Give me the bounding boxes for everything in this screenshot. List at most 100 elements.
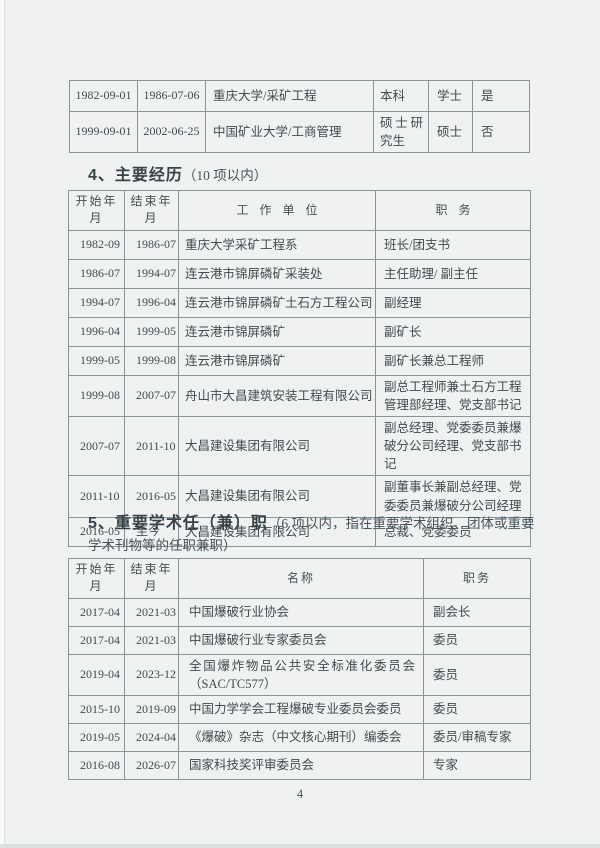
academic-organization-name: 全国爆炸物品公共安全标准化委员会（SAC/TC577） <box>178 653 424 697</box>
work-position: 主任助理/ 副主任 <box>375 258 531 289</box>
work-end-date: 1999-05 <box>124 316 179 347</box>
work-experience-table: 开始年月 结束年月 工作单位 职务 1982-09 1986-07 重庆大学采矿… <box>68 190 531 547</box>
work-end-date: 至今 <box>124 516 179 547</box>
scan-bottom-edge <box>0 844 600 848</box>
academic-position-row: 2019-04 2023-12 全国爆炸物品公共安全标准化委员会（SAC/TC5… <box>68 653 531 697</box>
academic-start-date: 2017-04 <box>68 597 125 627</box>
work-experience-row: 1999-05 1999-08 连云港市锦屏磷矿 副矿长兼总工程师 <box>68 345 531 376</box>
work-start-date: 1999-05 <box>68 345 125 376</box>
work-end-date: 1999-08 <box>124 345 179 376</box>
academic-position-row: 2015-10 2019-09 中国力学学会工程爆破专业委员会委员 委员 <box>68 695 531 725</box>
work-organization: 连云港市锦屏磷矿 <box>178 345 376 376</box>
academic-organization-name: 《爆破》杂志（中文核心期刊）编委会 <box>178 723 424 753</box>
academic-position: 委员/审稿专家 <box>423 723 531 753</box>
header-organization: 工作单位 <box>178 190 376 231</box>
academic-position: 专家 <box>423 751 531 781</box>
work-start-date: 2016-05 <box>68 516 125 547</box>
academic-end-date: 2021-03 <box>124 597 179 627</box>
education-end-date: 1986-07-06 <box>137 80 206 112</box>
work-start-date: 1986-07 <box>68 258 125 289</box>
academic-start-date: 2015-10 <box>68 695 125 725</box>
work-end-date: 1994-07 <box>124 258 179 289</box>
academic-end-date: 2023-12 <box>124 653 179 697</box>
academic-position-row: 2019-05 2024-04 《爆破》杂志（中文核心期刊）编委会 委员/审稿专… <box>68 723 531 753</box>
section5-heading: 5、重要学术任（兼）职（6 项以内，指在重要学术组织、团体或重要学术刊物等的任职… <box>88 513 544 557</box>
work-end-date: 2007-07 <box>124 374 179 418</box>
header-position: 职务 <box>423 558 531 599</box>
section4-heading-number-text: 4、主要经历 <box>88 167 183 184</box>
academic-start-date: 2016-08 <box>68 751 125 781</box>
academic-position: 委员 <box>423 625 531 655</box>
work-position: 副总工程师兼土石方工程管理部经理、党支部书记 <box>375 374 531 418</box>
work-organization: 连云港市锦屏磷矿 <box>178 316 376 347</box>
work-end-date: 2011-10 <box>124 416 179 477</box>
education-end-date: 2002-06-25 <box>137 110 206 154</box>
work-experience-row: 1982-09 1986-07 重庆大学采矿工程系 班长/团支书 <box>68 229 531 260</box>
education-school-major: 中国矿业大学/工商管理 <box>205 110 374 154</box>
academic-position: 委员 <box>423 695 531 725</box>
work-position: 副矿长 <box>375 316 531 347</box>
header-start-date: 开始年月 <box>68 190 125 231</box>
work-organization: 舟山市大昌建筑安装工程有限公司 <box>178 374 376 418</box>
academic-organization-name: 国家科技奖评审委员会 <box>178 751 424 781</box>
header-name: 名称 <box>178 558 424 599</box>
academic-end-date: 2021-03 <box>124 625 179 655</box>
work-start-date: 2007-07 <box>68 416 125 477</box>
academic-end-date: 2019-09 <box>124 695 179 725</box>
section5-heading-note: （6 项以内，指在重要学术组织、团体或重要学术刊物等的任职兼职） <box>88 516 535 553</box>
work-position: 副总经理、党委委员兼爆破分公司经理、党支部书记 <box>375 416 531 477</box>
education-degree: 学士 <box>428 80 473 112</box>
academic-positions-table: 开始年月 结束年月 名称 职务 2017-04 2021-03 中国爆破行业协会… <box>68 558 531 781</box>
work-experience-row: 1994-07 1996-04 连云港市锦屏磷矿土石方工程公司 副经理 <box>68 287 531 318</box>
work-organization: 重庆大学采矿工程系 <box>178 229 376 260</box>
work-start-date: 1999-08 <box>68 374 125 418</box>
scan-left-edge <box>0 0 5 848</box>
academic-end-date: 2026-07 <box>124 751 179 781</box>
work-experience-row: 1986-07 1994-07 连云港市锦屏磷矿采装处 主任助理/ 副主任 <box>68 258 531 289</box>
work-experience-row: 2016-05 至今 大昌建设集团有限公司 总裁、党委委员 <box>68 516 531 547</box>
education-degree: 硕士 <box>428 110 473 154</box>
section5-heading-number-text: 5、重要学术任（兼）职 <box>88 515 268 532</box>
work-end-date: 2016-05 <box>124 475 179 518</box>
academic-organization-name: 中国爆破行业专家委员会 <box>178 625 424 655</box>
academic-position-row: 2016-08 2026-07 国家科技奖评审委员会 专家 <box>68 751 531 781</box>
header-start-date: 开始年月 <box>68 558 125 599</box>
education-degree-type: 本科 <box>373 80 429 112</box>
page-number: 4 <box>296 787 304 801</box>
education-row: 1999-09-01 2002-06-25 中国矿业大学/工商管理 硕士研究生 … <box>69 110 530 154</box>
work-end-date: 1986-07 <box>124 229 179 260</box>
work-position: 副董事长兼副总经理、党委委员兼爆破分公司经理 <box>375 475 531 518</box>
academic-organization-name: 中国力学学会工程爆破专业委员会委员 <box>178 695 424 725</box>
education-flag: 否 <box>472 110 530 154</box>
education-flag: 是 <box>472 80 530 112</box>
work-position: 总裁、党委委员 <box>375 516 531 547</box>
education-row: 1982-09-01 1986-07-06 重庆大学/采矿工程 本科 学士 是 <box>69 80 530 112</box>
academic-end-date: 2024-04 <box>124 723 179 753</box>
academic-position-row: 2017-04 2021-03 中国爆破行业专家委员会 委员 <box>68 625 531 655</box>
header-end-date: 结束年月 <box>124 558 179 599</box>
work-experience-row: 1996-04 1999-05 连云港市锦屏磷矿 副矿长 <box>68 316 531 347</box>
academic-organization-name: 中国爆破行业协会 <box>178 597 424 627</box>
academic-start-date: 2019-04 <box>68 653 125 697</box>
work-organization: 大昌建设集团有限公司 <box>178 416 376 477</box>
academic-positions-header-row: 开始年月 结束年月 名称 职务 <box>68 558 531 599</box>
work-start-date: 1994-07 <box>68 287 125 318</box>
work-position: 副矿长兼总工程师 <box>375 345 531 376</box>
section4-heading-note: （10 项以内） <box>182 168 268 183</box>
section4-heading: 4、主要经历（10 项以内） <box>88 165 267 187</box>
work-experience-header-row: 开始年月 结束年月 工作单位 职务 <box>68 190 531 231</box>
work-organization: 连云港市锦屏磷矿采装处 <box>178 258 376 289</box>
work-organization: 连云港市锦屏磷矿土石方工程公司 <box>178 287 376 318</box>
work-position: 班长/团支书 <box>375 229 531 260</box>
education-degree-type: 硕士研究生 <box>373 110 429 154</box>
academic-position: 委员 <box>423 653 531 697</box>
academic-start-date: 2019-05 <box>68 723 125 753</box>
academic-start-date: 2017-04 <box>68 625 125 655</box>
work-experience-row: 2007-07 2011-10 大昌建设集团有限公司 副总经理、党委委员兼爆破分… <box>68 416 531 477</box>
work-start-date: 1982-09 <box>68 229 125 260</box>
education-start-date: 1982-09-01 <box>69 80 138 112</box>
education-start-date: 1999-09-01 <box>69 110 138 154</box>
work-end-date: 1996-04 <box>124 287 179 318</box>
education-school-major: 重庆大学/采矿工程 <box>205 80 374 112</box>
